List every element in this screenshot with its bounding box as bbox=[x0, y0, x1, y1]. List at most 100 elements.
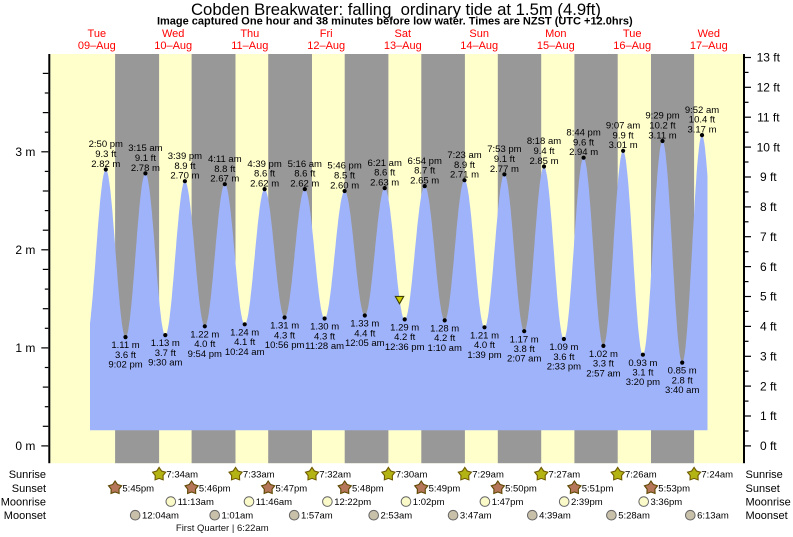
svg-text:6:54 pm: 6:54 pm bbox=[408, 156, 442, 167]
svg-text:Sat: Sat bbox=[395, 28, 412, 40]
svg-text:2.67 m: 2.67 m bbox=[210, 174, 239, 185]
svg-text:7:33am: 7:33am bbox=[243, 470, 275, 481]
svg-text:1.11 m: 1.11 m bbox=[111, 340, 139, 351]
svg-text:16–Aug: 16–Aug bbox=[613, 40, 651, 52]
svg-text:2:50 pm: 2:50 pm bbox=[89, 139, 123, 150]
svg-text:Moonrise: Moonrise bbox=[1, 497, 46, 509]
svg-text:3.7 ft: 3.7 ft bbox=[155, 348, 176, 359]
svg-text:1.02 m: 1.02 m bbox=[589, 349, 618, 360]
svg-text:9:02 pm: 9:02 pm bbox=[108, 360, 142, 371]
svg-text:2 m: 2 m bbox=[15, 243, 35, 257]
svg-text:10:24 am: 10:24 am bbox=[225, 347, 265, 358]
svg-text:5:45pm: 5:45pm bbox=[122, 483, 154, 494]
svg-text:2:39pm: 2:39pm bbox=[571, 497, 603, 508]
svg-text:9:30 am: 9:30 am bbox=[148, 358, 182, 369]
svg-text:5 ft: 5 ft bbox=[760, 290, 777, 304]
svg-text:3:39 pm: 3:39 pm bbox=[168, 151, 202, 162]
svg-text:6 ft: 6 ft bbox=[760, 260, 777, 274]
svg-text:8.6 ft: 8.6 ft bbox=[374, 168, 395, 179]
svg-text:3:36pm: 3:36pm bbox=[651, 497, 683, 508]
svg-text:9:29 pm: 9:29 pm bbox=[645, 111, 679, 122]
svg-text:1.22 m: 1.22 m bbox=[190, 329, 219, 340]
svg-text:7:23 am: 7:23 am bbox=[447, 150, 481, 161]
svg-text:11 ft: 11 ft bbox=[757, 110, 780, 124]
svg-text:Cobden Breakwater: falling or: Cobden Breakwater: falling ordinary tide… bbox=[191, 0, 601, 19]
svg-text:1.28 m: 1.28 m bbox=[430, 324, 459, 335]
svg-text:5:46 pm: 5:46 pm bbox=[327, 161, 361, 172]
svg-text:12:05 am: 12:05 am bbox=[345, 338, 385, 349]
svg-text:3:15 am: 3:15 am bbox=[128, 143, 162, 154]
svg-text:2:33 pm: 2:33 pm bbox=[547, 362, 581, 373]
svg-text:5:50pm: 5:50pm bbox=[505, 483, 537, 494]
svg-text:0.93 m: 0.93 m bbox=[628, 358, 657, 369]
svg-text:2.77 m: 2.77 m bbox=[490, 164, 519, 175]
svg-text:8.6 ft: 8.6 ft bbox=[294, 169, 315, 180]
svg-text:1.31 m: 1.31 m bbox=[270, 321, 299, 332]
svg-text:7:29am: 7:29am bbox=[472, 470, 504, 481]
svg-text:Moonset: Moonset bbox=[4, 510, 46, 522]
svg-text:Sunset: Sunset bbox=[746, 483, 780, 495]
svg-text:2.78 m: 2.78 m bbox=[131, 163, 160, 174]
svg-text:1.30 m: 1.30 m bbox=[310, 322, 339, 333]
svg-text:Sunrise: Sunrise bbox=[9, 469, 46, 481]
svg-text:1:02pm: 1:02pm bbox=[413, 497, 445, 508]
svg-text:4.1 ft: 4.1 ft bbox=[234, 337, 255, 348]
svg-text:3.11 m: 3.11 m bbox=[648, 130, 676, 141]
svg-text:6:13am: 6:13am bbox=[697, 511, 729, 522]
svg-text:3:47am: 3:47am bbox=[460, 511, 492, 522]
svg-text:1:10 am: 1:10 am bbox=[428, 343, 462, 354]
svg-text:4.4 ft: 4.4 ft bbox=[354, 328, 375, 339]
svg-text:Moonrise: Moonrise bbox=[746, 497, 791, 509]
svg-text:8.9 ft: 8.9 ft bbox=[454, 160, 475, 171]
svg-text:11:46am: 11:46am bbox=[256, 497, 292, 508]
svg-text:12:04am: 12:04am bbox=[142, 511, 179, 522]
svg-text:7:53 pm: 7:53 pm bbox=[487, 144, 521, 155]
svg-text:2.60 m: 2.60 m bbox=[330, 180, 359, 191]
svg-text:7 ft: 7 ft bbox=[760, 230, 777, 244]
svg-text:5:46pm: 5:46pm bbox=[199, 483, 231, 494]
svg-text:2.8 ft: 2.8 ft bbox=[672, 375, 693, 386]
svg-text:9.4 ft: 9.4 ft bbox=[533, 146, 554, 157]
svg-text:09–Aug: 09–Aug bbox=[78, 40, 116, 52]
svg-text:1:57am: 1:57am bbox=[301, 511, 333, 522]
svg-text:4.0 ft: 4.0 ft bbox=[474, 340, 495, 351]
svg-text:First Quarter | 6:22am: First Quarter | 6:22am bbox=[176, 523, 269, 534]
svg-text:3:20 pm: 3:20 pm bbox=[626, 377, 660, 388]
svg-text:0.85 m: 0.85 m bbox=[668, 366, 697, 377]
svg-text:9.3 ft: 9.3 ft bbox=[95, 149, 116, 160]
svg-text:2.94 m: 2.94 m bbox=[569, 147, 598, 158]
svg-text:1:01am: 1:01am bbox=[222, 511, 254, 522]
svg-text:2.70 m: 2.70 m bbox=[170, 171, 199, 182]
svg-text:4:39 pm: 4:39 pm bbox=[247, 159, 281, 170]
svg-text:9:07 am: 9:07 am bbox=[606, 121, 640, 132]
svg-text:8 ft: 8 ft bbox=[760, 200, 777, 214]
svg-text:0 m: 0 m bbox=[15, 439, 35, 453]
svg-text:0 ft: 0 ft bbox=[760, 439, 777, 453]
svg-text:12:22pm: 12:22pm bbox=[334, 497, 371, 508]
svg-text:6:21 am: 6:21 am bbox=[368, 158, 402, 169]
svg-text:9.6 ft: 9.6 ft bbox=[573, 137, 594, 148]
svg-text:2.62 m: 2.62 m bbox=[290, 179, 319, 190]
svg-text:12:36 pm: 12:36 pm bbox=[385, 342, 425, 353]
svg-text:1.09 m: 1.09 m bbox=[549, 342, 578, 353]
svg-text:1.17 m: 1.17 m bbox=[510, 334, 539, 345]
svg-text:8.8 ft: 8.8 ft bbox=[214, 164, 235, 175]
svg-text:3.6 ft: 3.6 ft bbox=[115, 350, 136, 361]
svg-text:Wed: Wed bbox=[162, 28, 184, 40]
svg-text:1:47pm: 1:47pm bbox=[492, 497, 524, 508]
svg-text:9.1 ft: 9.1 ft bbox=[135, 153, 156, 164]
svg-text:8.5 ft: 8.5 ft bbox=[334, 171, 355, 182]
svg-text:5:28am: 5:28am bbox=[618, 511, 650, 522]
svg-text:7:24am: 7:24am bbox=[701, 470, 733, 481]
svg-text:Tue: Tue bbox=[623, 28, 642, 40]
svg-text:Wed: Wed bbox=[698, 28, 720, 40]
svg-text:13 ft: 13 ft bbox=[757, 51, 781, 65]
svg-text:2.71 m: 2.71 m bbox=[450, 170, 479, 181]
svg-text:11:13am: 11:13am bbox=[178, 497, 214, 508]
svg-text:11–Aug: 11–Aug bbox=[231, 40, 268, 52]
svg-text:7:32am: 7:32am bbox=[319, 470, 351, 481]
svg-text:3.1 ft: 3.1 ft bbox=[632, 368, 653, 379]
svg-text:9 ft: 9 ft bbox=[760, 170, 777, 184]
svg-text:7:34am: 7:34am bbox=[166, 470, 198, 481]
svg-text:10:56 pm: 10:56 pm bbox=[265, 340, 305, 351]
